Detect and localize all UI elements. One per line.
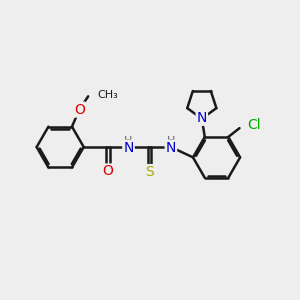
Text: O: O: [74, 103, 85, 117]
Text: H: H: [167, 136, 175, 146]
Text: O: O: [103, 164, 113, 178]
Text: N: N: [166, 141, 176, 154]
Text: Cl: Cl: [247, 118, 260, 132]
Text: N: N: [123, 141, 134, 154]
Text: S: S: [145, 165, 154, 179]
Text: H: H: [124, 136, 133, 146]
Text: CH₃: CH₃: [98, 90, 118, 100]
Text: N: N: [196, 111, 207, 125]
